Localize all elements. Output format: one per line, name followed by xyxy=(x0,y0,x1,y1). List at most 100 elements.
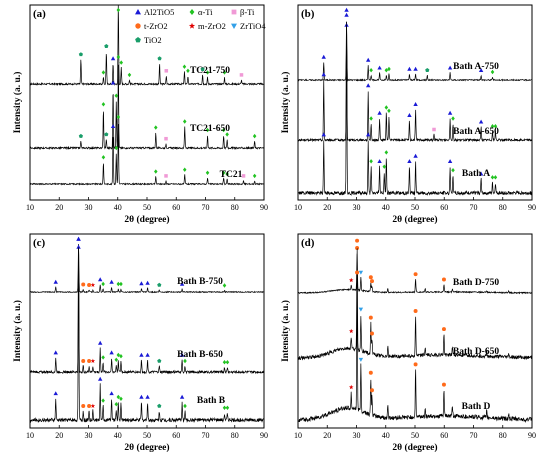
phase-marker xyxy=(447,159,453,164)
phase-marker xyxy=(109,391,114,396)
phase-marker xyxy=(478,119,484,124)
phase-marker xyxy=(493,175,498,180)
phase-marker xyxy=(413,362,418,367)
phase-marker xyxy=(164,136,168,141)
trace-label: TC21-750 xyxy=(190,66,230,76)
phase-marker xyxy=(205,127,210,133)
phase-marker xyxy=(451,116,455,121)
x-tick-label: 30 xyxy=(85,431,93,440)
phase-marker xyxy=(116,114,121,120)
phase-marker xyxy=(182,119,187,124)
phase-marker xyxy=(101,102,106,107)
trace-label: Bath A-650 xyxy=(453,127,499,137)
phase-marker xyxy=(183,358,187,364)
phase-marker xyxy=(53,279,58,284)
panel-label-d: (d) xyxy=(301,237,315,249)
phase-marker xyxy=(384,105,389,110)
phase-marker xyxy=(145,352,150,357)
phase-marker xyxy=(154,125,158,130)
y-axis-title: Intensity (a. u.) xyxy=(280,300,291,362)
phase-marker xyxy=(53,350,58,355)
legend-symbol-triangle-down xyxy=(231,23,237,29)
phase-marker xyxy=(90,358,96,363)
x-tick-label: 90 xyxy=(260,431,268,440)
phase-marker xyxy=(348,384,354,390)
phase-marker xyxy=(119,396,123,401)
phase-marker xyxy=(225,171,229,177)
x-tick-label: 40 xyxy=(382,203,390,212)
legend-label: β-Ti xyxy=(240,7,255,17)
x-tick-label: 60 xyxy=(440,431,448,440)
phase-marker xyxy=(116,7,121,13)
phase-marker xyxy=(225,405,230,410)
phase-marker xyxy=(157,56,162,61)
phase-marker xyxy=(116,352,121,358)
phase-marker xyxy=(355,246,360,251)
x-tick-label: 80 xyxy=(499,203,507,212)
phase-marker xyxy=(114,357,119,362)
x-tick-label: 90 xyxy=(528,431,536,440)
phase-marker xyxy=(205,70,210,75)
phase-marker xyxy=(344,7,349,12)
phase-marker xyxy=(98,376,103,381)
x-axis-title: 2θ (degree) xyxy=(124,214,169,225)
phase-marker xyxy=(157,282,162,287)
x-tick-label: 50 xyxy=(143,431,151,440)
panel-label-b: (b) xyxy=(301,8,315,20)
phase-marker xyxy=(157,358,162,363)
phase-marker xyxy=(344,12,349,17)
phase-marker xyxy=(441,382,446,387)
y-axis-title: Intensity (a. u.) xyxy=(280,72,291,134)
x-tick-label: 20 xyxy=(55,203,63,212)
panel-label-c: (c) xyxy=(33,237,46,249)
x-tick-label: 60 xyxy=(172,431,180,440)
phase-marker xyxy=(239,73,244,77)
y-axis-title: Intensity (a. u.) xyxy=(12,72,23,134)
x-axis-title: 2θ (degree) xyxy=(392,442,437,453)
phase-marker xyxy=(182,64,187,69)
phase-marker xyxy=(127,72,132,78)
phase-marker xyxy=(358,357,364,362)
x-tick-label: 50 xyxy=(411,431,419,440)
xrd-trace-bath-d-750 xyxy=(297,253,533,295)
phase-marker xyxy=(252,173,257,179)
trace-label: Bath B-650 xyxy=(177,350,223,360)
phase-marker xyxy=(81,359,86,363)
phase-marker xyxy=(241,174,246,178)
x-tick-label: 50 xyxy=(411,203,419,212)
legend-label: m-ZrO2 xyxy=(198,21,226,31)
x-tick-label: 80 xyxy=(499,431,507,440)
phase-marker xyxy=(110,124,116,129)
x-tick-label: 90 xyxy=(528,203,536,212)
x-axis-title: 2θ (degree) xyxy=(392,214,437,225)
phase-marker xyxy=(387,66,391,72)
phase-marker xyxy=(110,56,116,61)
legend-label: t-ZrO2 xyxy=(144,21,168,31)
phase-marker xyxy=(382,164,387,169)
phase-marker xyxy=(81,282,86,287)
xrd-trace-bath-b-750 xyxy=(29,243,265,294)
x-tick-label: 50 xyxy=(143,203,151,212)
x-tick-label: 90 xyxy=(260,203,268,212)
legend-label: ZrTiO4 xyxy=(240,21,266,31)
trace-label: Bath B xyxy=(197,396,226,406)
phase-marker xyxy=(490,175,495,180)
phase-marker xyxy=(139,352,144,357)
phase-marker xyxy=(104,44,109,48)
phase-marker xyxy=(98,340,103,345)
x-tick-label: 10 xyxy=(294,431,302,440)
phase-marker xyxy=(358,307,364,312)
phase-marker xyxy=(377,159,382,164)
phase-marker xyxy=(321,54,326,59)
phase-marker xyxy=(182,167,187,172)
phase-marker xyxy=(441,277,446,282)
legend-label: α-Ti xyxy=(198,7,213,17)
phase-marker xyxy=(154,169,158,174)
phase-marker xyxy=(179,281,185,286)
phase-marker xyxy=(366,83,371,88)
phase-marker xyxy=(441,327,446,332)
phase-marker xyxy=(109,279,114,284)
phase-marker xyxy=(101,398,105,403)
phase-marker xyxy=(87,359,92,363)
